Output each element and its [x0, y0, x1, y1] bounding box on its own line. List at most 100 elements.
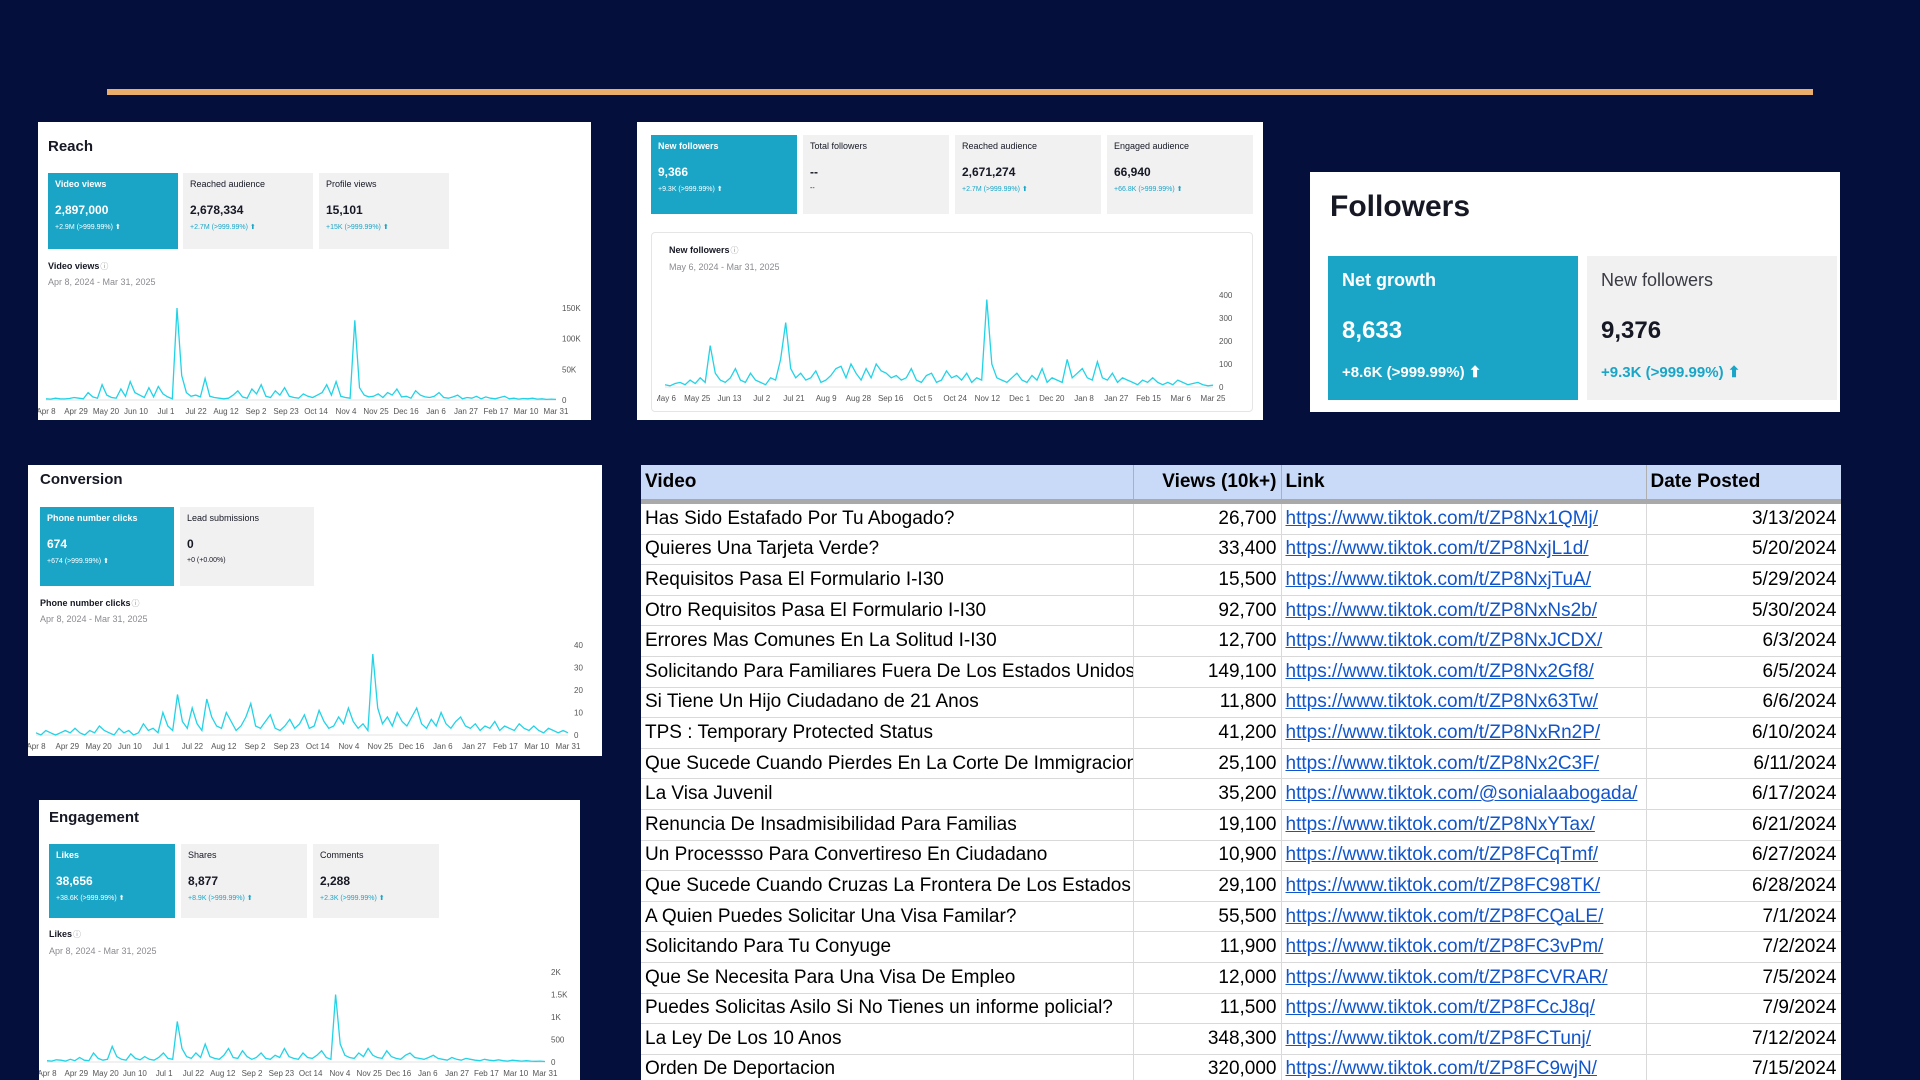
x-tick-label: Jul 2	[753, 394, 770, 403]
x-tick-label: Jul 1	[158, 407, 175, 416]
header-views[interactable]: Views (10k+)	[1133, 465, 1282, 504]
x-tick-label: Dec 20	[1039, 394, 1065, 403]
tile-delta: +15K (>999.99%) ⬆	[326, 224, 389, 231]
table-row[interactable]: Que Sucede Cuando Pierdes En La Corte De…	[641, 748, 1841, 780]
table-row[interactable]: Que Sucede Cuando Cruzas La Frontera De …	[641, 870, 1841, 902]
tile-video-views[interactable]: Video views 2,897,000 +2.9M (>999.99%) ⬆	[48, 173, 178, 249]
cell-link[interactable]: https://www.tiktok.com/t/ZP8FC3vPm/	[1281, 931, 1647, 963]
info-icon[interactable]: ⓘ	[131, 599, 140, 608]
reach-card: Reach Video views 2,897,000 +2.9M (>999.…	[38, 122, 591, 420]
tile-new-followers[interactable]: New followers 9,376 +9.3K (>999.99%) ⬆	[1587, 256, 1837, 400]
cell-link[interactable]: https://www.tiktok.com/t/ZP8FCVRAR/	[1281, 962, 1647, 994]
chart-title: Likesⓘ	[49, 929, 81, 940]
table-row[interactable]: La Visa Juvenil 35,200 https://www.tiktok.…	[641, 778, 1841, 810]
cell-link[interactable]: https://www.tiktok.com/t/ZP8FC98TK/	[1281, 870, 1647, 902]
cell-video-title: Has Sido Estafado Por Tu Abogado?	[641, 501, 1134, 535]
tile-label: Profile views	[326, 179, 377, 189]
tile-comments[interactable]: Comments 2,288 +2.3K (>999.99%) ⬆	[313, 844, 439, 918]
cell-date-posted: 7/1/2024	[1646, 901, 1841, 933]
table-row[interactable]: Renuncia De Insadmisibilidad Para Famili…	[641, 809, 1841, 841]
table-row[interactable]: Solicitando Para Familiares Fuera De Los…	[641, 656, 1841, 688]
tile-net-growth[interactable]: Net growth 8,633 +8.6K (>999.99%) ⬆	[1328, 256, 1578, 400]
info-icon[interactable]: ⓘ	[73, 930, 82, 939]
tile-total-followers[interactable]: Total followers -- --	[803, 135, 949, 214]
new-followers-chart-box	[651, 232, 1253, 412]
x-tick-label: Jun 13	[717, 394, 742, 403]
cell-link[interactable]: https://www.tiktok.com/t/ZP8Nx63Tw/	[1281, 687, 1647, 719]
tile-phone-number-clicks[interactable]: Phone number clicks 674 +674 (>999.99%) …	[40, 507, 174, 586]
x-tick-label: Mar 10	[524, 742, 549, 751]
tile-label: Shares	[188, 850, 217, 860]
cell-date-posted: 6/27/2024	[1646, 840, 1841, 872]
table-row[interactable]: Has Sido Estafado Por Tu Abogado? 26,700 h…	[641, 501, 1841, 535]
table-row[interactable]: Requisitos Pasa El Formulario I-I30 15,50…	[641, 564, 1841, 596]
x-tick-label: Jul 1	[153, 742, 170, 751]
cell-video-title: TPS : Temporary Protected Status	[641, 717, 1134, 749]
table-row[interactable]: Quieres Una Tarjeta Verde? 33,400 https://…	[641, 534, 1841, 566]
tile-reached-audience[interactable]: Reached audience 2,671,274 +2.7M (>999.9…	[955, 135, 1101, 214]
y-tick-label: 100K	[562, 335, 581, 344]
cell-link[interactable]: https://www.tiktok.com/t/ZP8Nx1QMj/	[1281, 501, 1647, 535]
table-row[interactable]: Otro Requisitos Pasa El Formulario I-I30…	[641, 595, 1841, 627]
table-row[interactable]: La Ley De Los 10 Anos 348,300 https://www.…	[641, 1023, 1841, 1055]
header-date-posted[interactable]: Date Posted	[1646, 465, 1841, 504]
table-row[interactable]: Si Tiene Un Hijo Ciudadano de 21 Anos 11,…	[641, 687, 1841, 719]
x-tick-label: Sep 2	[245, 742, 266, 751]
cell-video-title: Un Processso Para Convertireso En Ciudad…	[641, 840, 1134, 872]
y-tick-label: 300	[1219, 314, 1233, 323]
cell-link[interactable]: https://www.tiktok.com/t/ZP8NxjL1d/	[1281, 534, 1647, 566]
tile-value: 674	[47, 537, 68, 551]
cell-link[interactable]: https://www.tiktok.com/t/ZP8NxYTax/	[1281, 809, 1647, 841]
table-row[interactable]: Errores Mas Comunes En La Solitud I-I30 1…	[641, 625, 1841, 657]
y-tick-label: 1.5K	[551, 991, 568, 1000]
cell-link[interactable]: https://www.tiktok.com/t/ZP8FCqTmf/	[1281, 840, 1647, 872]
tile-shares[interactable]: Shares 8,877 +8.9K (>999.99%) ⬆	[181, 844, 307, 918]
table-row[interactable]: A Quien Puedes Solicitar Una Visa Famila…	[641, 901, 1841, 933]
y-tick-label: 50K	[562, 365, 577, 374]
x-tick-label: Apr 29	[56, 742, 80, 751]
tile-label: New followers	[1601, 270, 1714, 290]
x-tick-label: Mar 6	[1171, 394, 1192, 403]
series-line	[35, 653, 569, 736]
info-icon[interactable]: ⓘ	[100, 262, 109, 271]
tile-label: Lead submissions	[187, 513, 260, 523]
tile-profile-views[interactable]: Profile views 15,101 +15K (>999.99%) ⬆	[319, 173, 449, 249]
cell-link[interactable]: https://www.tiktok.com/t/ZP8FC9wjN/	[1281, 1054, 1647, 1080]
table-row[interactable]: Que Se Necesita Para Una Visa De Empleo 1…	[641, 962, 1841, 994]
tile-value: 2,671,274	[962, 165, 1016, 179]
cell-link[interactable]: https://www.tiktok.com/t/ZP8Nx2Gf8/	[1281, 656, 1647, 688]
table-row[interactable]: Orden De Deportacion 320,000 https://www.t…	[641, 1054, 1841, 1080]
table-row[interactable]: Un Processso Para Convertireso En Ciudad…	[641, 840, 1841, 872]
cell-link[interactable]: https://www.tiktok.com/t/ZP8FCQaLE/	[1281, 901, 1647, 933]
table-row[interactable]: TPS : Temporary Protected Status 41,200 ht…	[641, 717, 1841, 749]
header-video[interactable]: Video	[641, 465, 1134, 504]
cell-link[interactable]: https://www.tiktok.com/t/ZP8FCcJ8q/	[1281, 993, 1647, 1025]
tile-likes[interactable]: Likes 38,656 +38.6K (>999.99%) ⬆	[49, 844, 175, 918]
tile-lead-submissions[interactable]: Lead submissions 0 +0 (+0.00%)	[180, 507, 314, 586]
tile-engaged-audience[interactable]: Engaged audience 66,940 +66.8K (>999.99%…	[1107, 135, 1253, 214]
y-tick-label: 30	[574, 664, 583, 673]
tile-value: 0	[187, 537, 194, 551]
cell-link[interactable]: https://www.tiktok.com/t/ZP8NxjTuA/	[1281, 564, 1647, 596]
cell-views: 11,500	[1133, 993, 1282, 1025]
cell-link[interactable]: https://www.tiktok.com/t/ZP8Nx2C3F/	[1281, 748, 1647, 780]
tile-delta: +38.6K (>999.99%) ⬆	[56, 895, 125, 902]
tile-value: 15,101	[326, 203, 363, 217]
cell-link[interactable]: https://www.tiktok.com/t/ZP8NxNs2b/	[1281, 595, 1647, 627]
header-link[interactable]: Link	[1281, 465, 1647, 504]
cell-link[interactable]: https://www.tiktok.com/t/ZP8NxRn2P/	[1281, 717, 1647, 749]
info-icon[interactable]: ⓘ	[730, 246, 739, 255]
table-row[interactable]: Solicitando Para Tu Conyuge 11,900 https:/…	[641, 931, 1841, 963]
x-tick-label: Mar 10	[514, 407, 539, 416]
cell-link[interactable]: https://www.tiktok.com/t/ZP8FCTunj/	[1281, 1023, 1647, 1055]
tile-new-followers[interactable]: New followers 9,366 +9.3K (>999.99%) ⬆	[651, 135, 797, 214]
cell-link[interactable]: https://www.tiktok.com/@sonialaabogada/	[1281, 778, 1647, 810]
y-tick-label: 0	[574, 731, 579, 740]
tile-label: Reached audience	[962, 141, 1038, 151]
table-row[interactable]: Puedes Solicitas Asilo Si No Tienes un i…	[641, 993, 1841, 1025]
cell-link[interactable]: https://www.tiktok.com/t/ZP8NxJCDX/	[1281, 625, 1647, 657]
tile-reached-audience[interactable]: Reached audience 2,678,334 +2.7M (>999.9…	[183, 173, 313, 249]
videos-table: Video Views (10k+) Link Date Posted Has …	[641, 465, 1841, 1080]
cell-video-title: Solicitando Para Familiares Fuera De Los…	[641, 656, 1134, 688]
x-tick-label: Sep 2	[242, 1069, 263, 1078]
